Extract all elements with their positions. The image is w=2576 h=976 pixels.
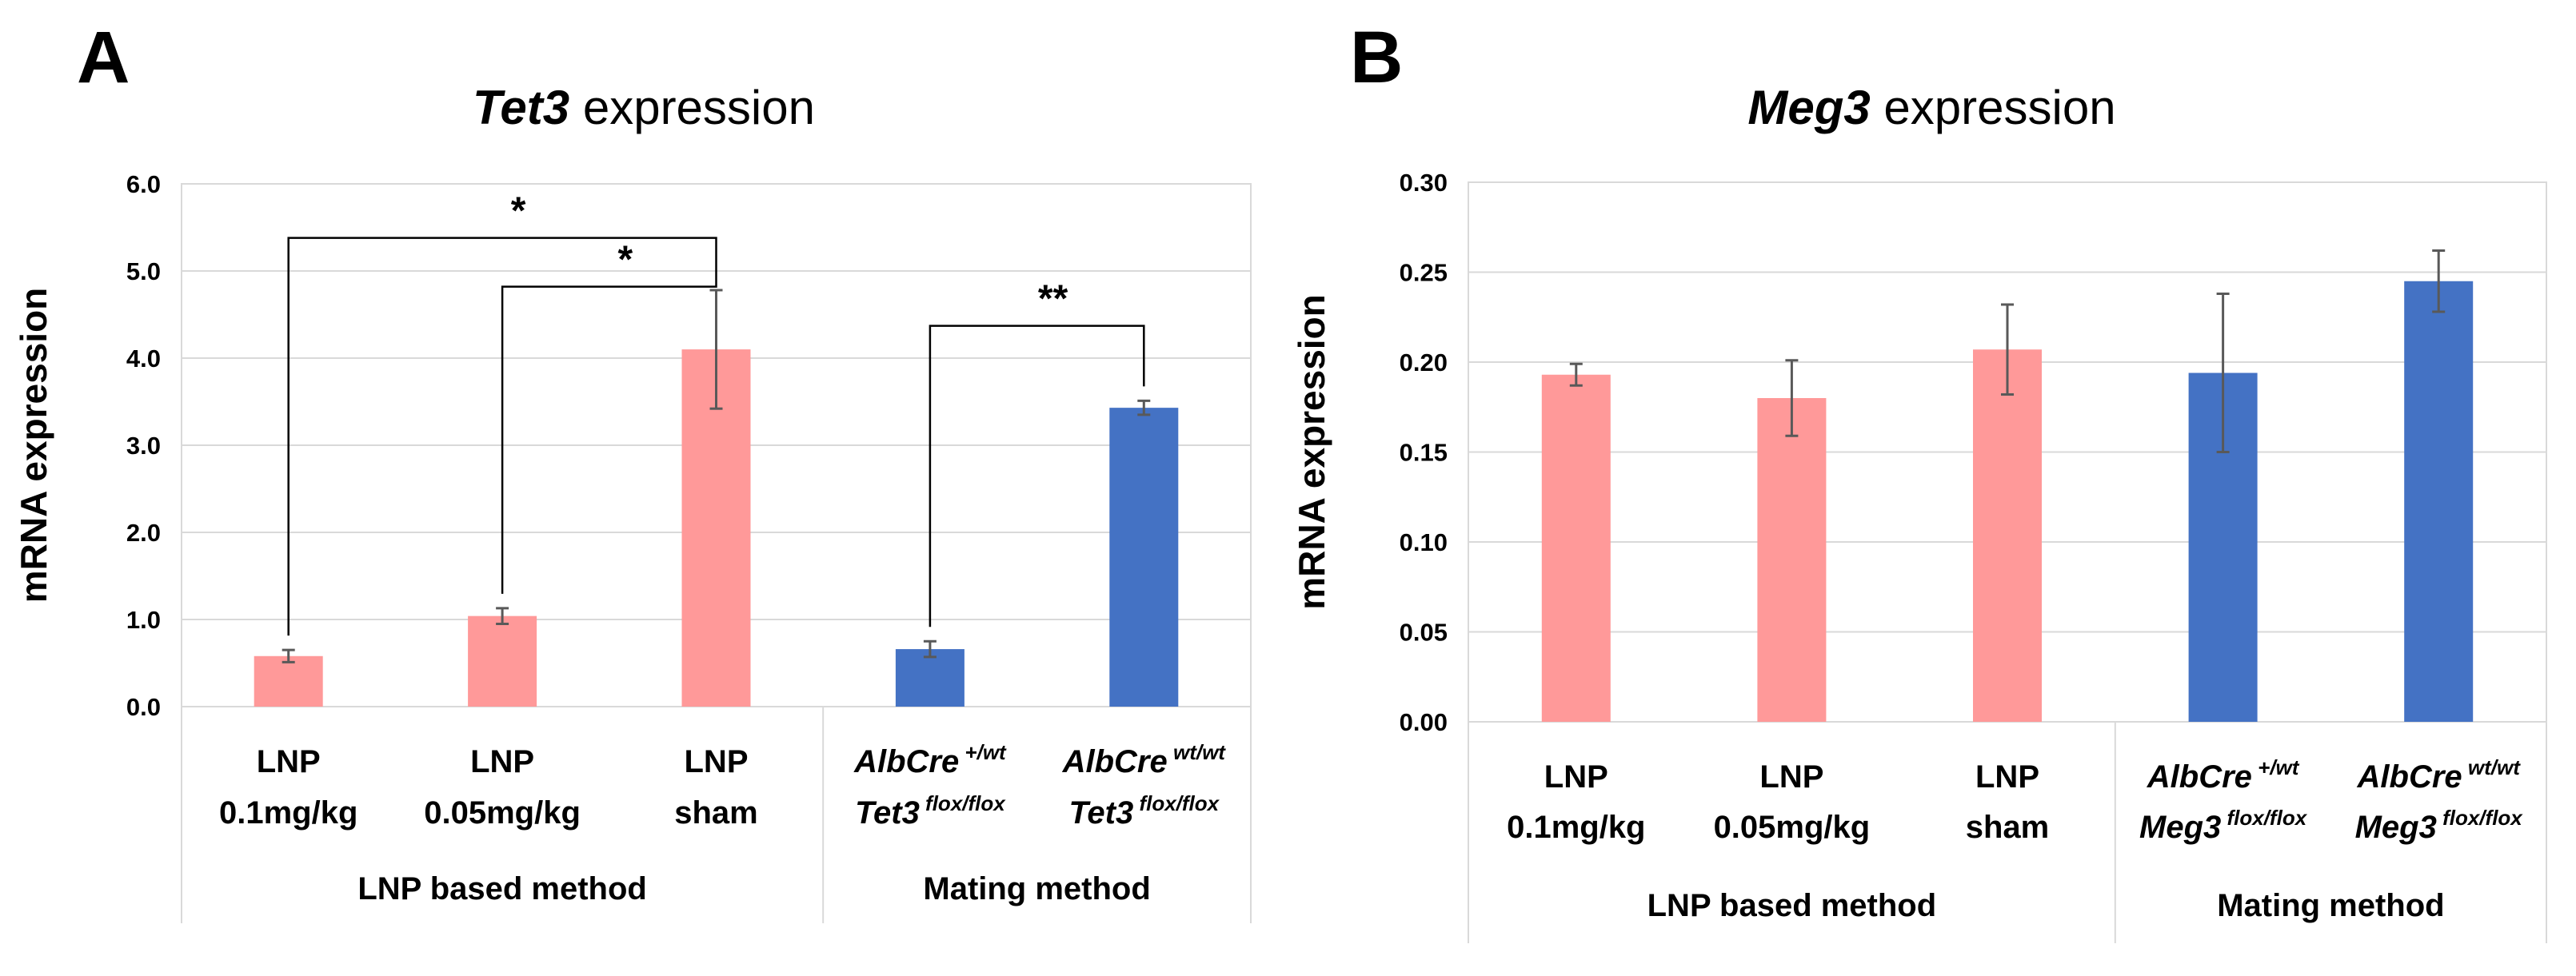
panel-a: A Tet3 expression 0.0 1.0 2.0 3.0 4.0 5.0 6.0 m…	[0, 17, 1288, 923]
b-group-label: Mating method	[2217, 888, 2444, 923]
b-bar	[1973, 349, 2042, 722]
b-y-tick-label: 0.30	[1400, 169, 1448, 197]
b-category-label-line1: AlbCre wt/wt	[2357, 755, 2522, 795]
a-y-tick-label: 0.0	[126, 693, 161, 721]
a-significance-bracket	[501, 275, 717, 594]
b-bar	[1757, 398, 1827, 722]
b-y-tick-label: 0.15	[1400, 439, 1448, 467]
b-y-tick-label: 0.20	[1400, 349, 1448, 376]
a-category-label-line2: Tet3 flox/flox	[855, 791, 1006, 831]
panel-letter-a: A	[77, 17, 130, 98]
chart-a: 0.0 1.0 2.0 3.0 4.0 5.0 6.0 mRNA expression LNP 0…	[13, 170, 1252, 923]
a-significance-bracket	[287, 237, 717, 636]
b-y-axis-label: mRNA expression	[1291, 294, 1332, 610]
a-group-label: LNP based method	[357, 871, 647, 906]
a-y-axis-label: mRNA expression	[13, 288, 54, 604]
panel-letter-b: B	[1350, 17, 1404, 98]
b-category-label-line1: LNP	[1975, 759, 2039, 795]
chart-title-b: Meg3 expression	[1288, 80, 2576, 135]
a-group-label: Mating method	[923, 871, 1150, 906]
a-category-label-line1: LNP	[685, 744, 749, 779]
chart-title-a: Tet3 expression	[0, 80, 1288, 135]
a-y-tick-label: 3.0	[126, 432, 161, 460]
a-significance-label: *	[617, 239, 633, 281]
b-category-label-line1: LNP	[1544, 759, 1608, 795]
b-bar	[1541, 374, 1611, 722]
panel-b: B Meg3 expression 0.00 0.05 0.10 0.15 0.20 0.…	[1288, 0, 2576, 976]
a-category-label-line1: LNP	[257, 744, 321, 779]
b-category-label-line2: 0.05mg/kg	[1714, 810, 1871, 845]
a-category-label-line1: LNP	[470, 744, 534, 779]
a-bar	[468, 615, 537, 707]
a-bar	[254, 655, 323, 707]
chart-title-rest-b: expression	[1870, 81, 2116, 134]
a-y-tick-label: 1.0	[126, 606, 161, 634]
a-category-label-line2: 0.05mg/kg	[424, 795, 581, 831]
a-category-label-line2: 0.1mg/kg	[219, 795, 357, 831]
b-group-label: LNP based method	[1647, 888, 1937, 923]
a-significance-label: *	[511, 190, 526, 233]
b-y-tick-label: 0.05	[1400, 619, 1448, 647]
b-y-tick-label: 0.25	[1400, 259, 1448, 287]
chart-b: 0.00 0.05 0.10 0.15 0.20 0.25 0.30 mRNA express…	[1291, 169, 2547, 943]
b-category-label-line1: LNP	[1759, 759, 1823, 795]
a-y-tick-label: 5.0	[126, 257, 161, 285]
a-bar	[895, 649, 965, 707]
a-category-label-line1: AlbCre +/wt	[853, 740, 1007, 779]
b-category-label-line2: Meg3 flox/flox	[2139, 806, 2308, 845]
b-category-label-line2: Meg3 flox/flox	[2355, 806, 2524, 845]
b-y-tick-label: 0.10	[1400, 528, 1448, 556]
b-category-label-line2: 0.1mg/kg	[1507, 810, 1645, 845]
a-y-tick-label: 2.0	[126, 519, 161, 547]
a-significance-label: **	[1038, 278, 1068, 321]
b-y-tick-label: 0.00	[1400, 708, 1448, 736]
a-bar	[1109, 408, 1179, 707]
chart-title-gene-a: Tet3	[473, 81, 570, 134]
chart-title-gene-b: Meg3	[1747, 81, 1871, 134]
b-category-label-line2: sham	[1966, 810, 2050, 845]
a-category-label-line1: AlbCre wt/wt	[1062, 740, 1227, 779]
b-category-label-line1: AlbCre +/wt	[2147, 755, 2300, 795]
a-y-tick-label: 6.0	[126, 170, 161, 198]
a-category-label-line2: sham	[674, 795, 758, 831]
a-category-label-line2: Tet3 flox/flox	[1068, 791, 1220, 831]
b-bar	[2404, 281, 2474, 722]
a-y-tick-label: 4.0	[126, 345, 161, 372]
chart-title-rest-a: expression	[569, 81, 815, 134]
a-significance-bracket	[929, 325, 1145, 627]
